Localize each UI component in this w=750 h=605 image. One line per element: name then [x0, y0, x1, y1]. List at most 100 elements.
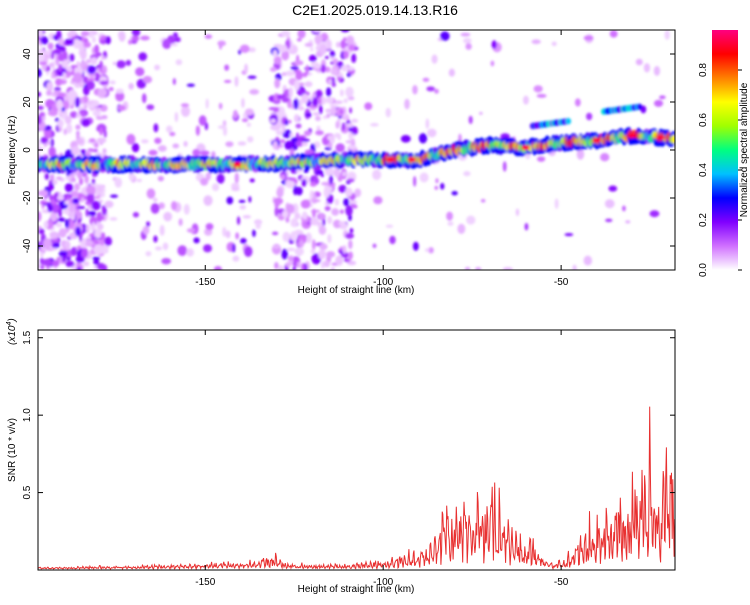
heatmap-noise-cell: [38, 211, 42, 222]
heatmap-noise-cell: [244, 108, 254, 116]
heatmap-noise-cell: [68, 217, 72, 222]
heatmap-noise-cell: [287, 119, 292, 124]
heatmap-noise-cell: [348, 66, 354, 71]
heatmap-noise-cell: [389, 235, 396, 245]
heatmap-noise-cell: [340, 30, 350, 33]
heatmap-noise-cell: [154, 64, 161, 71]
heatmap-noise-cell: [138, 52, 148, 61]
heatmap-noise-cell: [231, 243, 236, 253]
heatmap-noise-cell: [303, 130, 312, 136]
heatmap-noise-cell: [341, 122, 346, 132]
heatmap-noise-cell: [653, 65, 661, 76]
heatmap-noise-cell: [83, 41, 91, 48]
heatmap-noise-cell: [440, 182, 445, 190]
heatmap-noise-cell: [50, 75, 57, 79]
heatmap-noise-cell: [200, 177, 209, 186]
heatmap-noise-cell: [61, 107, 65, 112]
heatmap-noise-cell: [304, 149, 315, 155]
heatmap-noise-cell: [302, 211, 308, 220]
heatmap-noise-cell: [331, 208, 340, 216]
heatmap-noise-cell: [42, 50, 52, 55]
heatmap-noise-cell: [38, 189, 49, 197]
snr-xtick-label: -50: [554, 577, 569, 588]
heatmap-noise-cell: [172, 143, 180, 149]
heatmap-noise-cell: [491, 40, 497, 49]
heatmap-noise-cell: [279, 139, 286, 144]
heatmap-noise-cell: [51, 203, 61, 214]
heatmap-noise-cell: [285, 261, 292, 268]
heatmap-noise-cell: [334, 198, 340, 206]
heatmap-noise-cell: [125, 59, 132, 66]
heatmap-noise-cell: [385, 224, 394, 228]
heatmap-noise-cell: [241, 118, 249, 123]
heatmap-noise-cell: [323, 187, 330, 198]
heatmap-noise-cell: [85, 223, 90, 234]
heatmap-noise-cell: [66, 31, 77, 37]
heatmap-noise-cell: [96, 262, 106, 270]
heatmap-noise-cell: [237, 141, 247, 146]
heatmap-noise-cell: [337, 133, 342, 141]
heatmap-noise-cell: [103, 84, 108, 89]
heatmap-noise-cell: [372, 169, 382, 181]
heatmap-peak-cell: [233, 161, 242, 167]
heatmap-peak-cell: [592, 137, 601, 143]
heatmap-noise-cell: [39, 200, 49, 205]
heatmap-noise-cell: [425, 118, 430, 129]
heatmap-peak-cell: [386, 157, 395, 163]
heatmap-noise-cell: [58, 63, 62, 73]
heatmap-noise-cell: [274, 106, 280, 113]
heatmap-noise-cell: [141, 93, 147, 104]
heatmap-noise-cell: [93, 244, 104, 255]
heatmap-noise-cell: [38, 228, 45, 235]
heatmap-noise-cell: [153, 235, 158, 243]
heatmap-noise-cell: [204, 34, 213, 39]
heatmap-noise-cell: [169, 131, 176, 137]
heatmap-streak-cell: [636, 103, 643, 111]
heatmap-noise-cell: [213, 266, 222, 270]
heatmap-noise-cell: [79, 177, 84, 186]
heatmap-noise-cell: [422, 77, 430, 82]
heatmap-noise-cell: [225, 141, 234, 147]
heatmap-noise-cell: [310, 249, 316, 254]
heatmap-noise-cell: [71, 210, 76, 221]
heatmap-noise-cell: [500, 133, 510, 140]
heatmap-noise-cell: [285, 203, 295, 214]
heatmap-noise-cell: [84, 104, 88, 110]
heatmap-noise-cell: [76, 205, 86, 210]
heatmap-noise-cell: [349, 200, 358, 205]
heatmap-noise-cell: [348, 239, 353, 250]
heatmap-noise-cell: [112, 61, 117, 66]
heatmap-noise-cell: [347, 144, 357, 150]
heatmap-noise-cell: [159, 224, 165, 236]
heatmap-noise-cell: [234, 76, 239, 87]
heatmap-noise-cell: [85, 208, 89, 217]
heatmap-noise-cell: [434, 88, 439, 94]
heatmap-noise-cell: [346, 258, 350, 263]
heatmap-noise-cell: [310, 47, 314, 52]
heatmap-noise-cell: [331, 76, 335, 85]
heatmap-noise-cell: [77, 170, 83, 180]
heatmap-noise-cell: [47, 203, 54, 213]
heatmap-noise-cell: [203, 195, 213, 206]
heatmap-noise-cell: [281, 50, 290, 61]
heatmap-noise-cell: [335, 143, 345, 153]
heatmap-noise-cell: [288, 87, 293, 98]
heatmap-noise-cell: [93, 142, 99, 149]
heatmap-noise-cell: [231, 187, 240, 192]
heatmap-noise-cell: [224, 64, 230, 71]
heatmap-noise-cell: [309, 181, 317, 187]
heatmap-noise-cell: [47, 110, 58, 117]
heatmap-noise-cell: [313, 63, 322, 70]
heatmap-noise-cell: [290, 231, 297, 242]
heatmap-noise-cell: [315, 169, 324, 175]
colorbar: 0.0 0.2 0.4 0.6 0.8 Normalized spectral ampl…: [698, 30, 750, 277]
heatmap-noise-cell: [94, 257, 99, 262]
heatmap-noise-cell: [72, 38, 81, 49]
heatmap-noise-cell: [301, 138, 310, 143]
heatmap-noise-cell: [115, 88, 124, 94]
snr-multiplier-exponent: 4: [6, 322, 13, 326]
heatmap-noise-cell: [177, 245, 188, 256]
heatmap-noise-cell: [145, 251, 152, 257]
heatmap-noise-cell: [270, 118, 277, 124]
heatmap-noise-cell: [94, 44, 100, 55]
